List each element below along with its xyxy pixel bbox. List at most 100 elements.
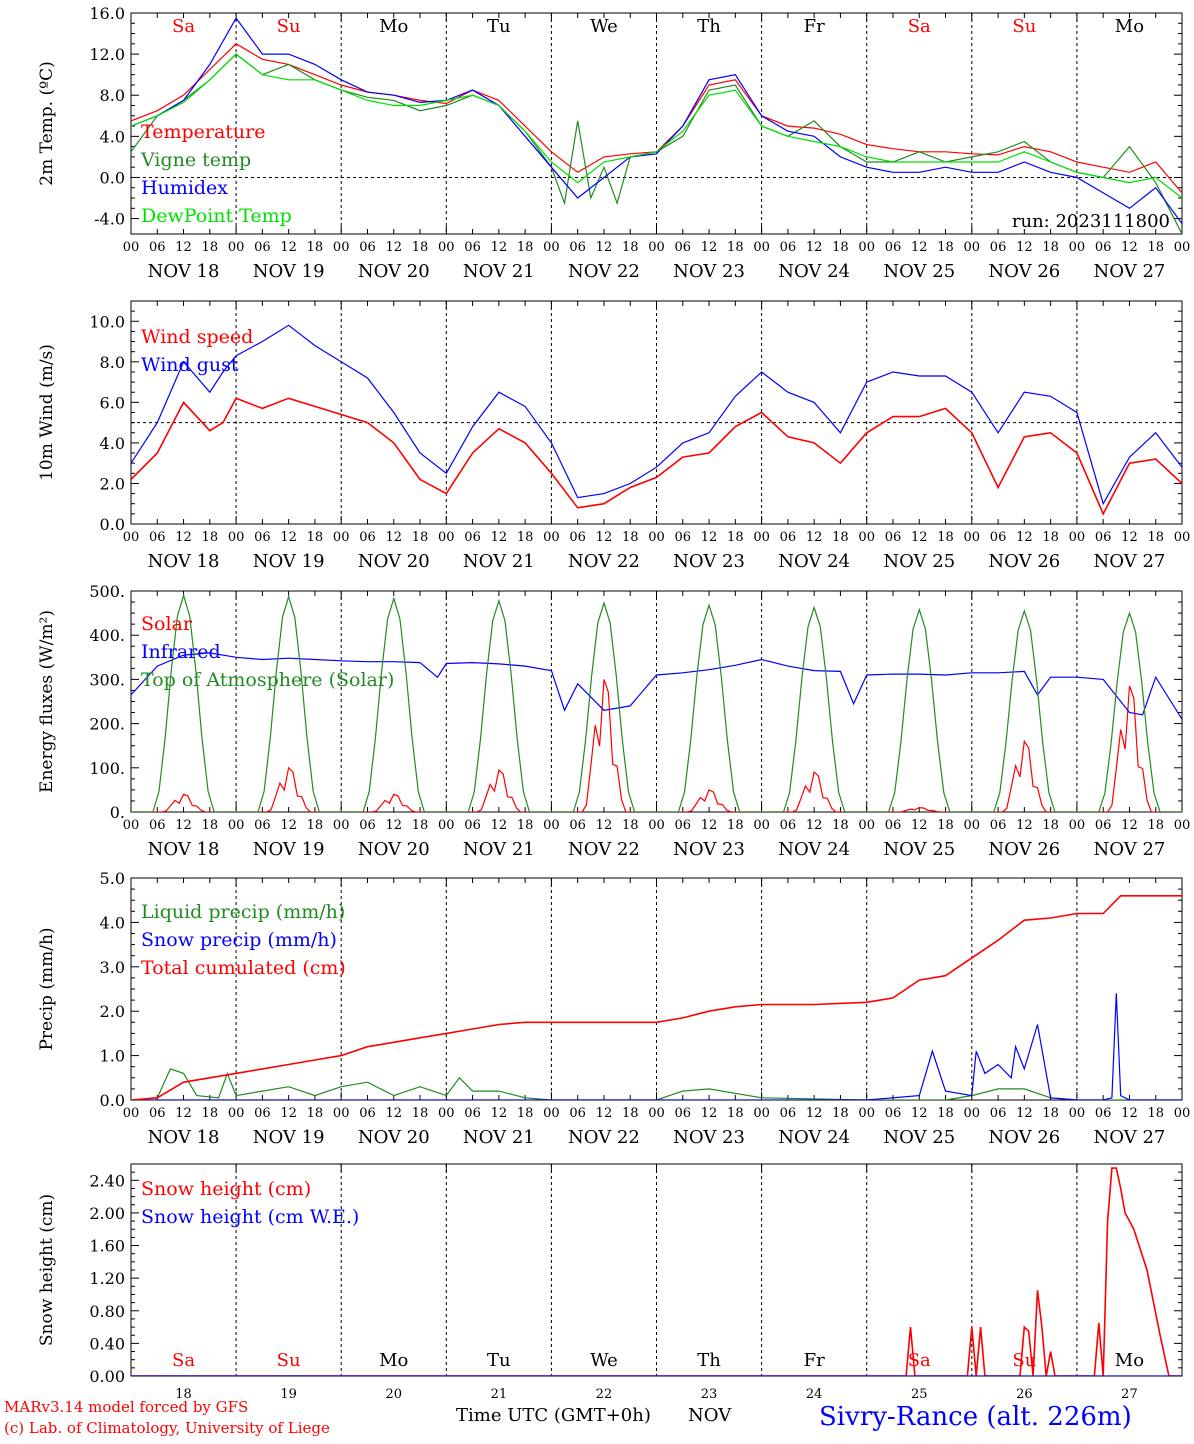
hour-tick-label: 00 [123,530,140,545]
date-label: NOV 19 [253,261,325,282]
series-line-infrared [131,652,1182,720]
hour-tick-label: 12 [911,1106,928,1121]
hour-tick-label: 18 [202,240,219,255]
hour-tick-label: 18 [1042,530,1059,545]
hour-tick-label: 12 [596,530,613,545]
weekday-label: Sa [908,16,931,37]
y-tick-label: 2.40 [89,1171,125,1190]
date-label: NOV 22 [568,1127,640,1148]
legend-entry: Liquid precip (mm/h) [141,901,345,923]
day-number-label: 27 [1121,1387,1138,1402]
y-tick-label: 200. [89,715,125,734]
hour-tick-label: 06 [464,240,481,255]
hour-tick-label: 00 [753,818,770,833]
hour-tick-label: 06 [254,240,271,255]
y-tick-label: 3.0 [100,958,125,977]
legend-entry: Snow precip (mm/h) [141,929,337,951]
hour-tick-label: 00 [1174,1106,1191,1121]
y-tick-label: 300. [89,670,125,689]
hour-tick-label: 18 [727,818,744,833]
hour-tick-label: 12 [175,818,192,833]
hour-tick-label: 06 [675,240,692,255]
date-label: NOV 24 [778,551,850,572]
series-line-wind-speed [131,397,1182,516]
date-label: NOV 20 [358,1127,430,1148]
hour-tick-label: 12 [911,818,928,833]
y-axis-label: 10m Wind (m/s) [37,344,57,481]
weekday-label: We [590,16,618,37]
hour-tick-label: 06 [149,818,166,833]
hour-tick-label: 12 [1016,240,1033,255]
hour-tick-label: 06 [569,530,586,545]
day-number-label: 22 [596,1387,613,1402]
day-number-label: 18 [175,1387,192,1402]
y-tick-label: 5.0 [100,869,125,888]
weekday-label: Fr [804,16,825,37]
hour-tick-label: 12 [806,240,823,255]
hour-tick-label: 00 [648,818,665,833]
date-label: NOV 24 [778,839,850,860]
y-tick-label: 6.0 [100,393,125,412]
legend-entry: Vigne temp [140,149,251,171]
date-label: NOV 21 [463,261,535,282]
hour-tick-label: 18 [727,1106,744,1121]
day-number-label: 23 [701,1387,718,1402]
hour-tick-label: 06 [149,530,166,545]
legend-entry: Temperature [141,121,265,143]
hour-tick-label: 12 [596,240,613,255]
hour-tick-label: 12 [385,530,402,545]
date-label: NOV 27 [1094,551,1166,572]
date-label: NOV 23 [673,261,745,282]
hour-tick-label: 06 [885,530,902,545]
hour-tick-label: 06 [990,240,1007,255]
weekday-label: Tu [487,1350,511,1371]
date-label: NOV 22 [568,261,640,282]
hour-tick-label: 06 [464,818,481,833]
hour-tick-label: 18 [412,530,429,545]
date-label: NOV 18 [148,1127,220,1148]
hour-tick-label: 06 [675,1106,692,1121]
hour-tick-label: 06 [464,1106,481,1121]
hour-tick-label: 00 [333,818,350,833]
hour-tick-label: 18 [307,530,324,545]
hour-tick-label: 18 [517,1106,534,1121]
date-label: NOV 18 [148,551,220,572]
weekday-label: Su [277,1350,301,1371]
hour-tick-label: 00 [753,1106,770,1121]
hour-tick-label: 18 [727,240,744,255]
series-line-dewpoint-temp [131,53,1182,199]
y-tick-label: 1.20 [89,1269,125,1288]
hour-tick-label: 18 [832,1106,849,1121]
date-label: NOV 23 [673,1127,745,1148]
hour-tick-label: 00 [543,240,560,255]
hour-tick-label: 00 [123,1106,140,1121]
y-tick-label: 2.0 [100,1002,125,1021]
hour-tick-label: 00 [964,818,981,833]
weekday-label: Su [277,16,301,37]
hour-tick-label: 06 [254,818,271,833]
hour-tick-label: 06 [780,1106,797,1121]
hour-tick-label: 18 [202,530,219,545]
date-label: NOV 19 [253,1127,325,1148]
hour-tick-label: 18 [517,240,534,255]
hour-tick-label: 00 [228,240,245,255]
hour-tick-label: 06 [885,240,902,255]
legend-entry: Solar [141,613,193,635]
y-tick-label: -4.0 [94,210,125,229]
hour-tick-label: 12 [806,530,823,545]
weekday-label: Sa [908,1350,931,1371]
hour-tick-label: 18 [1147,530,1164,545]
hour-tick-label: 00 [858,530,875,545]
hour-tick-label: 06 [990,530,1007,545]
date-label: NOV 27 [1094,261,1166,282]
series-line-solar [131,679,1182,812]
date-label: NOV 21 [463,839,535,860]
weekday-label: Tu [487,16,511,37]
hour-tick-label: 18 [1042,818,1059,833]
hour-tick-label: 00 [1174,530,1191,545]
date-label: NOV 23 [673,839,745,860]
hour-tick-label: 06 [780,530,797,545]
hour-tick-label: 12 [1016,530,1033,545]
y-axis-label: Precip (mm/h) [37,927,57,1050]
